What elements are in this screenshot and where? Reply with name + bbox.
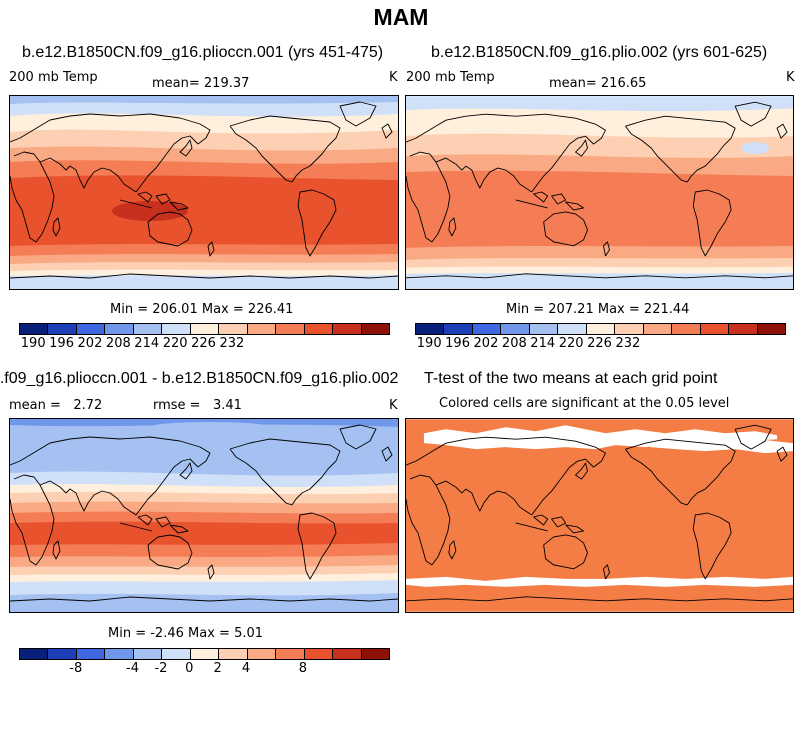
colorbar-tick-label: 2 [213,661,222,676]
panel2-units: K [786,70,795,85]
colorbar-swatch [586,324,616,334]
colorbar-swatch [76,649,106,659]
colorbar-tick-label: 232 [615,336,641,351]
panel3-mean: mean = 2.72 [9,398,103,413]
colorbar-swatch [48,649,77,659]
colorbar-swatch [105,324,134,334]
panel2-mean: mean= 216.65 [549,76,647,91]
colorbar-swatch [105,649,134,659]
panel2-colorbar-labels: 190 196 202 208 214 220 226 232 [415,336,784,352]
colorbar-swatch [529,324,559,334]
panel1-variable: 200 mb Temp [9,70,98,85]
colorbar-tick-label: 0 [185,661,194,676]
panel1-colorbar-labels: 190 196 202 208 214 220 226 232 [19,336,388,352]
colorbar-swatch [333,324,362,334]
panel3-map [9,418,399,613]
panel3-colorbar-labels: -8 -4 -2 0 2 4 8 [19,661,388,677]
colorbar-swatch [472,324,502,334]
colorbar-swatch [558,324,587,334]
panel2-colorbar [415,323,786,335]
colorbar-tick-label: 190 [20,336,46,351]
colorbar-swatch [304,324,334,334]
colorbar-swatch [416,324,445,334]
colorbar-swatch [501,324,530,334]
panel3-colorbar [19,648,390,660]
colorbar-swatch [276,324,305,334]
colorbar-swatch [190,324,220,334]
panel2-title: b.e12.B1850CN.f09_g16.plio.002 (yrs 601-… [431,44,768,61]
colorbar-swatch [333,649,362,659]
colorbar-swatch [162,324,191,334]
season-title: MAM [373,4,429,30]
panel2-map [405,95,794,290]
colorbar-swatch [247,324,277,334]
colorbar-tick-label: 4 [241,661,251,676]
colorbar-swatch [361,649,390,659]
colorbar-swatch [162,649,191,659]
colorbar-swatch [615,324,644,334]
colorbar-swatch [20,324,49,334]
colorbar-swatch [361,324,390,334]
colorbar-swatch [304,649,334,659]
panel3-rmse: rmse = 3.41 [153,398,242,413]
panel3-minmax: Min = -2.46 Max = 5.01 [108,626,264,641]
panel3-title: b.e12.B1850CN.f09_g16.plioccn.001 - b.e1… [0,370,399,387]
panel1-title: b.e12.B1850CN.f09_g16.plioccn.001 (yrs 4… [22,44,384,61]
colorbar-tick-label: 220 [558,336,584,351]
colorbar-tick-label: 208 [105,336,131,351]
colorbar-tick-label: 232 [219,336,245,351]
panel2-variable: 200 mb Temp [406,70,495,85]
colorbar-swatch [20,649,49,659]
colorbar-tick-label: 8 [298,661,307,676]
panel4-title: T-test of the two means at each grid poi… [424,370,718,387]
colorbar-tick-label: 220 [162,336,188,351]
colorbar-swatch [247,649,277,659]
colorbar-swatch [48,324,77,334]
colorbar-swatch [219,649,248,659]
colorbar-tick-label: 202 [473,336,499,351]
colorbar-tick-label: 226 [587,336,612,351]
panel4-subtitle: Colored cells are significant at the 0.0… [439,396,730,411]
colorbar-tick-label: 196 [49,336,74,351]
panel3-units: K [389,398,398,413]
colorbar-tick-label: -2 [154,661,168,676]
colorbar-swatch [700,324,730,334]
colorbar-tick-label: 196 [445,336,470,351]
colorbar-swatch [757,324,786,334]
colorbar-swatch [219,324,248,334]
colorbar-tick-label: -4 [126,661,140,676]
colorbar-tick-label: 190 [416,336,442,351]
colorbar-tick-label: 214 [134,336,160,351]
colorbar-swatch [729,324,758,334]
colorbar-swatch [643,324,673,334]
panel1-units: K [389,70,398,85]
colorbar-tick-label: -8 [69,661,83,676]
panel2-minmax: Min = 207.21 Max = 221.44 [506,302,690,317]
colorbar-swatch [133,324,163,334]
panel1-map [9,95,399,290]
colorbar-swatch [76,324,106,334]
colorbar-swatch [190,649,220,659]
colorbar-tick-label: 226 [191,336,216,351]
colorbar-swatch [276,649,305,659]
panel4-map [405,418,794,613]
colorbar-swatch [444,324,473,334]
colorbar-swatch [672,324,701,334]
panel1-colorbar [19,323,390,335]
colorbar-tick-label: 202 [77,336,103,351]
panel1-minmax: Min = 206.01 Max = 226.41 [110,302,294,317]
colorbar-tick-label: 208 [501,336,527,351]
panel1-mean: mean= 219.37 [152,76,250,91]
colorbar-tick-label: 214 [530,336,556,351]
colorbar-swatch [133,649,163,659]
